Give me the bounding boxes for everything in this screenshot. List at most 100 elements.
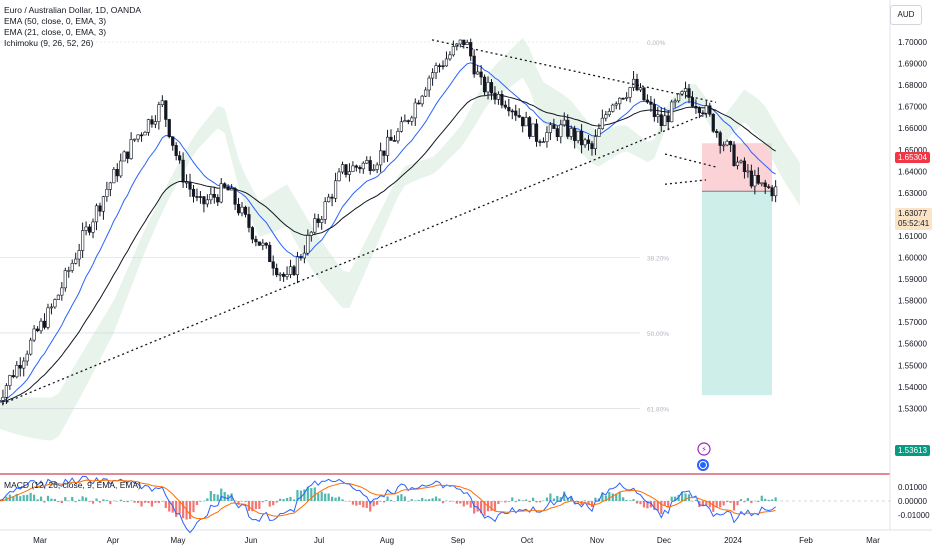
candle-body [503, 104, 507, 108]
macd-histogram-bar [583, 500, 587, 501]
candle-body [1, 396, 5, 401]
candle-body [586, 139, 591, 144]
macd-histogram-bar [199, 501, 202, 502]
macd-histogram-bar [365, 501, 368, 508]
currency-button[interactable]: AUD [890, 5, 922, 25]
candle-body [368, 160, 372, 171]
ema50-label[interactable]: EMA (50, close, 0, EMA, 3) [4, 16, 107, 26]
candle-body [191, 188, 196, 197]
ema50-line [0, 94, 776, 403]
macd-histogram-bar [497, 501, 500, 504]
macd-histogram-bar [265, 500, 268, 501]
macd-histogram-bar [705, 501, 708, 506]
indicator-legend: Euro / Australian Dollar, 1D, OANDA EMA … [4, 5, 141, 49]
macd-histogram-bar [369, 501, 372, 512]
macd-histogram-bar [625, 499, 628, 501]
candle-body [292, 266, 296, 276]
macd-histogram-bar [355, 501, 358, 506]
macd-histogram-bar [258, 501, 261, 509]
macd-histogram-bar [701, 501, 704, 507]
macd-histogram-bar [538, 501, 542, 503]
price-tick-label: 1.64000 [898, 167, 927, 176]
candle-body [337, 171, 341, 182]
macd-histogram-bar [521, 500, 524, 501]
candle-body [205, 199, 209, 205]
ichimoku-cloud [0, 37, 800, 441]
macd-histogram-bar [220, 488, 223, 501]
ema21-label[interactable]: EMA (21, close, 0, EMA, 3) [4, 27, 107, 37]
candle-body [139, 134, 144, 137]
target-price-tag: 1.53613 [895, 445, 930, 456]
macd-histogram-bar [774, 497, 777, 501]
candle-body [441, 65, 445, 68]
candle-body [74, 258, 78, 264]
candle-body [56, 294, 60, 300]
macd-histogram-bar [202, 500, 205, 502]
candle-body [143, 132, 147, 136]
trend-line [664, 179, 707, 185]
candle-body [486, 82, 490, 93]
candle-body [465, 42, 469, 46]
macd-histogram-bar [247, 501, 251, 511]
candle-body [133, 138, 137, 141]
macd-histogram-bar [764, 498, 767, 501]
macd-label[interactable]: MACD (12, 26, close, 9, EMA, EMA) [4, 480, 141, 490]
candle-body [476, 71, 480, 75]
candle-body [32, 328, 36, 341]
macd-histogram-bar [653, 501, 656, 511]
chart-icons: ⚡ [697, 442, 711, 471]
symbol-title[interactable]: Euro / Australian Dollar, 1D, OANDA [4, 5, 142, 15]
candle-body [753, 175, 757, 187]
macd-histogram-bar [57, 501, 60, 503]
macd-histogram-bar [611, 493, 614, 501]
signal-line [0, 479, 776, 520]
macd-histogram-bar [473, 501, 476, 514]
candle-body [351, 165, 355, 172]
candle-body [105, 188, 109, 197]
candle-body [167, 119, 171, 138]
macd-histogram-bar [98, 501, 102, 503]
candle-body [694, 106, 698, 109]
macd-histogram-bar [296, 489, 299, 501]
candle-body [656, 114, 660, 117]
candle-body [652, 104, 656, 117]
current-price-tag: 1.63077 05:52:41 [895, 208, 932, 230]
macd-histogram-bar [140, 501, 143, 507]
macd-histogram-bar [317, 493, 320, 501]
candle-body [389, 136, 393, 141]
candle-body [635, 78, 639, 91]
grid-lines [0, 0, 932, 531]
macd-tick-label: 0.01000 [898, 483, 927, 492]
macd-histogram-bar [670, 496, 673, 501]
macd-histogram-bar [230, 493, 233, 501]
macd-tick-label: -0.01000 [898, 511, 930, 520]
macd-histogram-bar [382, 501, 386, 503]
macd-histogram-bar [275, 501, 278, 503]
macd-histogram-bar [455, 501, 458, 504]
candle-body [534, 123, 539, 142]
macd-histogram-bar [483, 501, 486, 516]
candle-body [309, 231, 313, 236]
ichimoku-label[interactable]: Ichimoku (9, 26, 52, 26) [4, 38, 94, 48]
candle-body [732, 144, 736, 166]
candle-body [600, 117, 604, 130]
candle-body [420, 95, 424, 105]
candle-body [281, 273, 286, 277]
macd-histogram-bar [660, 501, 663, 515]
macd-histogram-bar [493, 501, 497, 512]
candle-body [722, 144, 726, 147]
macd-histogram-bar [635, 501, 639, 504]
macd-histogram-bar [143, 501, 147, 503]
candle-body [84, 226, 88, 231]
price-tick-label: 1.59000 [898, 275, 927, 284]
candle-body [202, 196, 206, 205]
macd-histogram-bar [22, 495, 25, 501]
candle-body [223, 183, 227, 188]
candle-body [469, 42, 473, 57]
candle-body [243, 206, 248, 215]
macd-histogram-bar [708, 501, 711, 508]
macd-histogram-bar [292, 499, 296, 501]
macd-histogram-bar [84, 497, 88, 501]
candle-body [683, 88, 688, 92]
